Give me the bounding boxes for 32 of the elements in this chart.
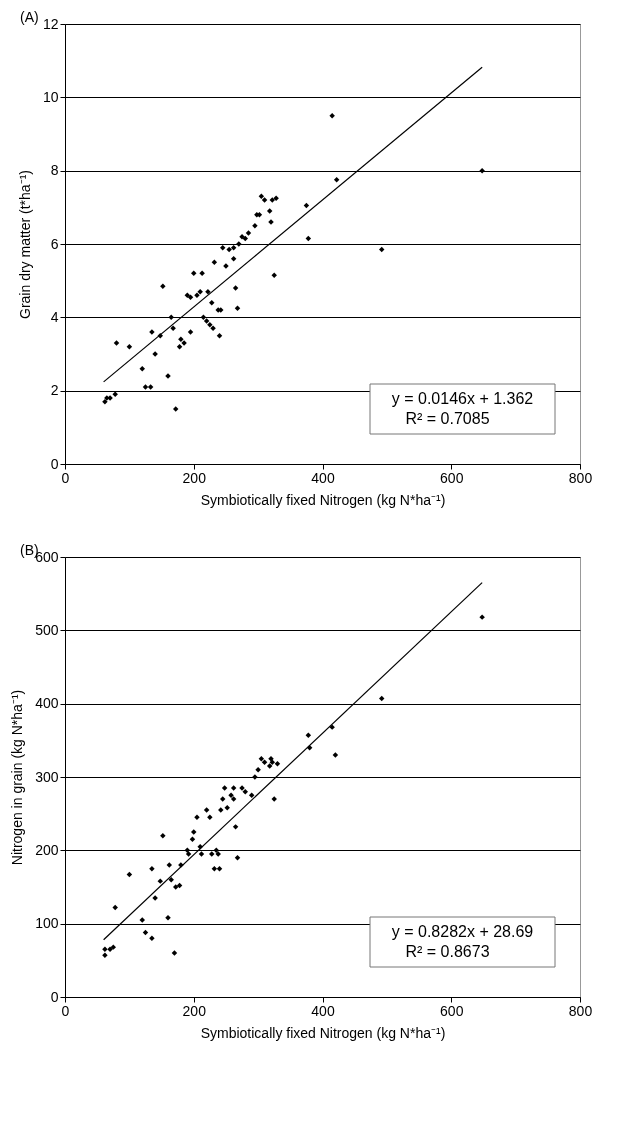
y-tick-label: 200 xyxy=(35,841,59,858)
x-axis-title: Symbiotically fixed Nitrogen (kg N*ha⁻¹) xyxy=(200,491,446,508)
x-tick-label: 600 xyxy=(440,469,464,486)
x-tick-label: 600 xyxy=(440,1002,464,1019)
annotation: R² = 0.8673 xyxy=(405,943,490,960)
y-tick-label: 12 xyxy=(42,15,59,32)
x-tick-label: 0 xyxy=(61,469,70,486)
y-tick-label: 4 xyxy=(50,308,59,325)
x-tick-label: 200 xyxy=(182,469,207,486)
y-tick-label: 2 xyxy=(50,382,59,399)
y-tick-label: 500 xyxy=(35,621,59,638)
x-tick-label: 800 xyxy=(568,469,593,486)
x-axis-title: Symbiotically fixed Nitrogen (kg N*ha⁻¹) xyxy=(200,1024,446,1041)
chart-title: (A) xyxy=(20,9,39,25)
annotation: y = 0.8282x + 28.69 xyxy=(391,923,534,940)
x-tick-label: 800 xyxy=(568,1002,593,1019)
y-tick-label: 10 xyxy=(42,88,59,105)
y-tick-label: 300 xyxy=(35,768,59,785)
y-axis-title: Grain dry matter (t*ha⁻¹) xyxy=(16,170,33,319)
x-tick-label: 400 xyxy=(311,469,335,486)
y-axis-title: Nitrogen in grain (kg N*ha⁻¹) xyxy=(9,689,26,866)
y-tick-label: 0 xyxy=(50,455,59,472)
y-tick-label: 400 xyxy=(35,695,59,712)
y-tick-label: 100 xyxy=(35,915,59,932)
annotation: R² = 0.7085 xyxy=(405,410,490,427)
y-tick-label: 8 xyxy=(50,162,59,179)
y-tick-label: 0 xyxy=(50,988,59,1005)
x-tick-label: 400 xyxy=(311,1002,335,1019)
x-tick-label: 200 xyxy=(182,1002,207,1019)
annotation: y = 0.0146x + 1.362 xyxy=(391,390,534,407)
y-tick-label: 6 xyxy=(50,235,59,252)
x-tick-label: 0 xyxy=(61,1002,70,1019)
